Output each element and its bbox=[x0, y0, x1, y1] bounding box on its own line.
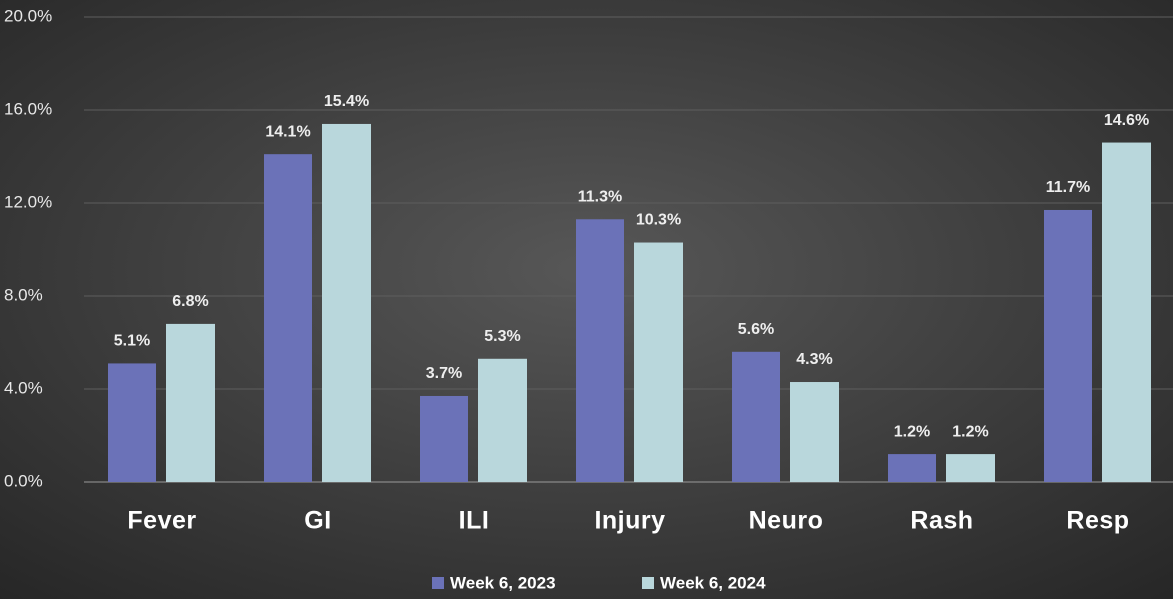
bar bbox=[946, 454, 995, 482]
data-label: 4.3% bbox=[796, 351, 832, 368]
x-tick-label: Fever bbox=[127, 507, 196, 535]
data-label: 15.4% bbox=[324, 93, 369, 110]
y-tick-label: 12.0% bbox=[4, 192, 52, 211]
bar bbox=[420, 395, 468, 482]
legend-label: Week 6, 2023 bbox=[450, 573, 556, 592]
y-tick-label: 20.0% bbox=[4, 6, 52, 25]
x-tick-label: Neuro bbox=[749, 507, 824, 535]
x-tick-label: Injury bbox=[594, 507, 665, 535]
data-label: 5.3% bbox=[484, 328, 520, 345]
data-label: 5.6% bbox=[738, 321, 774, 338]
y-tick-label: 0.0% bbox=[4, 471, 43, 490]
data-label: 10.3% bbox=[636, 212, 681, 229]
y-tick-label: 4.0% bbox=[4, 378, 43, 397]
legend-swatch bbox=[642, 577, 654, 589]
data-label: 3.7% bbox=[426, 365, 462, 382]
bar bbox=[1044, 209, 1092, 482]
bar bbox=[576, 219, 624, 482]
data-label: 1.2% bbox=[952, 423, 988, 440]
bar bbox=[166, 323, 215, 482]
data-label: 11.3% bbox=[578, 188, 622, 205]
bar bbox=[1102, 142, 1151, 483]
data-label: 1.2% bbox=[894, 423, 930, 440]
bar bbox=[322, 123, 371, 482]
y-tick-label: 16.0% bbox=[4, 99, 52, 118]
bar bbox=[478, 358, 527, 482]
x-tick-label: Rash bbox=[910, 507, 973, 535]
data-label: 14.1% bbox=[265, 123, 310, 140]
data-label: 6.8% bbox=[172, 293, 208, 310]
bar bbox=[108, 363, 156, 482]
bar bbox=[732, 351, 780, 482]
bar bbox=[888, 454, 936, 482]
x-tick-label: ILI bbox=[459, 507, 490, 535]
legend-label: Week 6, 2024 bbox=[660, 573, 766, 592]
bar bbox=[264, 154, 312, 483]
data-label: 5.1% bbox=[114, 333, 150, 350]
legend-swatch bbox=[432, 577, 444, 589]
bar bbox=[790, 382, 839, 482]
bar bbox=[634, 242, 683, 482]
x-tick-label: Resp bbox=[1066, 507, 1129, 535]
data-label: 11.7% bbox=[1046, 179, 1090, 196]
data-label: 14.6% bbox=[1104, 112, 1149, 129]
x-tick-label: GI bbox=[304, 507, 331, 535]
y-tick-label: 8.0% bbox=[4, 285, 43, 304]
